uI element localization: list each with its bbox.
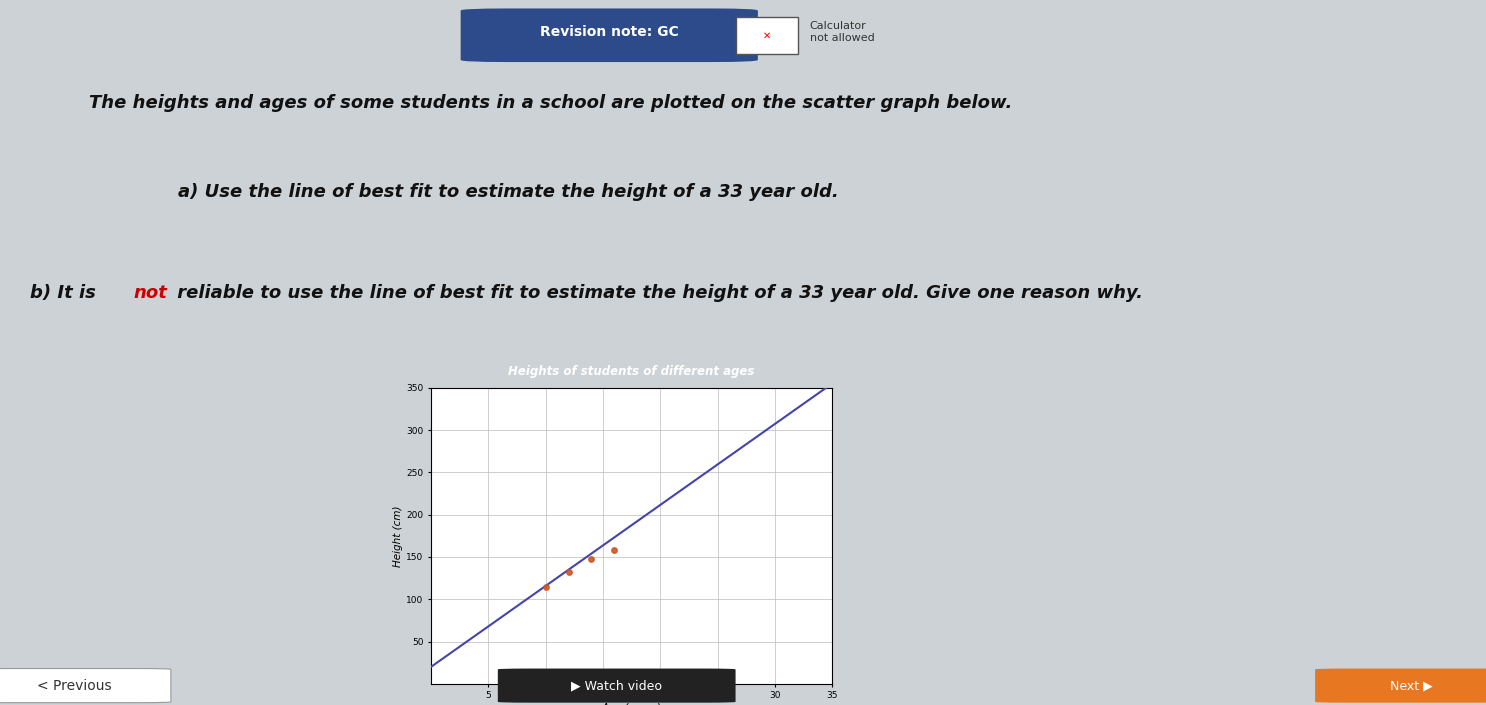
Text: The heights and ages of some students in a school are plotted on the scatter gra: The heights and ages of some students in… <box>89 94 1012 112</box>
FancyBboxPatch shape <box>461 8 758 62</box>
FancyBboxPatch shape <box>1315 668 1486 703</box>
Y-axis label: Height (cm): Height (cm) <box>394 505 403 567</box>
FancyBboxPatch shape <box>498 668 736 703</box>
FancyBboxPatch shape <box>736 17 798 54</box>
Text: Next ▶: Next ▶ <box>1391 679 1433 692</box>
Text: not: not <box>134 283 168 302</box>
Text: Heights of students of different ages: Heights of students of different ages <box>508 365 755 379</box>
Text: Calculator
not allowed: Calculator not allowed <box>810 21 875 42</box>
Point <box>580 553 603 564</box>
FancyBboxPatch shape <box>0 668 171 703</box>
X-axis label: Age (years): Age (years) <box>602 704 661 705</box>
Text: ✕: ✕ <box>762 30 771 40</box>
Text: ▶ Watch video: ▶ Watch video <box>571 679 663 692</box>
Point <box>557 567 581 578</box>
Text: < Previous: < Previous <box>37 679 111 692</box>
Text: a) Use the line of best fit to estimate the height of a 33 year old.: a) Use the line of best fit to estimate … <box>178 183 840 201</box>
Point <box>533 581 557 592</box>
Point <box>602 544 626 556</box>
Text: Revision note: GC: Revision note: GC <box>539 25 679 39</box>
Text: reliable to use the line of best fit to estimate the height of a 33 year old. Gi: reliable to use the line of best fit to … <box>171 283 1143 302</box>
Text: b) It is: b) It is <box>30 283 103 302</box>
